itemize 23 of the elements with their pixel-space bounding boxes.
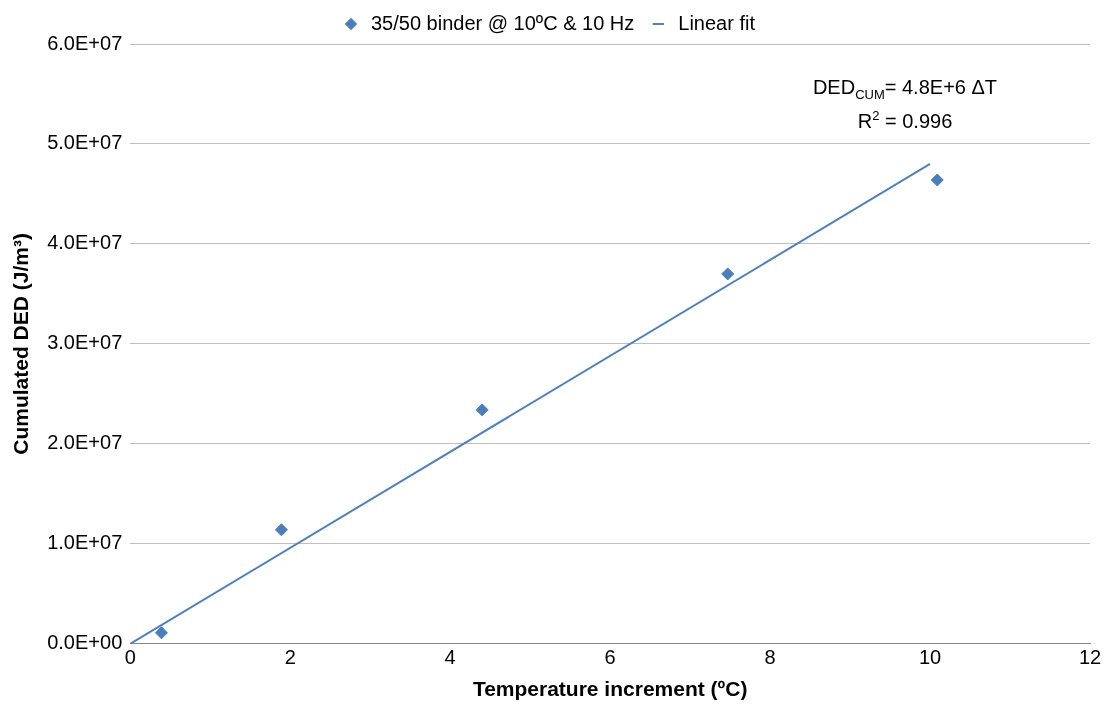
y-tick-label: 5.0E+07	[47, 131, 123, 154]
x-tick-label: 4	[444, 646, 456, 669]
y-tick-label: 3.0E+07	[47, 331, 123, 354]
x-tick-label: 10	[918, 646, 942, 669]
y-axis-title: Cumulated DED (J/m³)	[9, 233, 33, 455]
y-tick-label: 4.0E+07	[47, 231, 123, 254]
x-tick-label: 0	[124, 646, 136, 669]
x-tick-label: 2	[284, 646, 296, 669]
point	[930, 173, 944, 187]
y-tick-label: 2.0E+07	[47, 431, 123, 454]
y-tick-label: 0.0E+00	[47, 631, 123, 654]
x-tick-label: 12	[1078, 646, 1102, 669]
x-tick-label: 8	[764, 646, 776, 669]
point	[274, 523, 288, 537]
y-tick-label: 1.0E+07	[47, 531, 123, 554]
point	[475, 403, 489, 417]
point	[721, 267, 735, 281]
x-axis-title: Temperature increment (ºC)	[472, 677, 748, 701]
x-tick-label: 6	[604, 646, 616, 669]
y-tick-label: 6.0E+07	[47, 31, 123, 54]
legend-label: Linear fit	[678, 11, 756, 34]
legend-label: 35/50 binder @ 10ºC & 10 Hz	[370, 11, 635, 34]
point	[154, 626, 168, 640]
